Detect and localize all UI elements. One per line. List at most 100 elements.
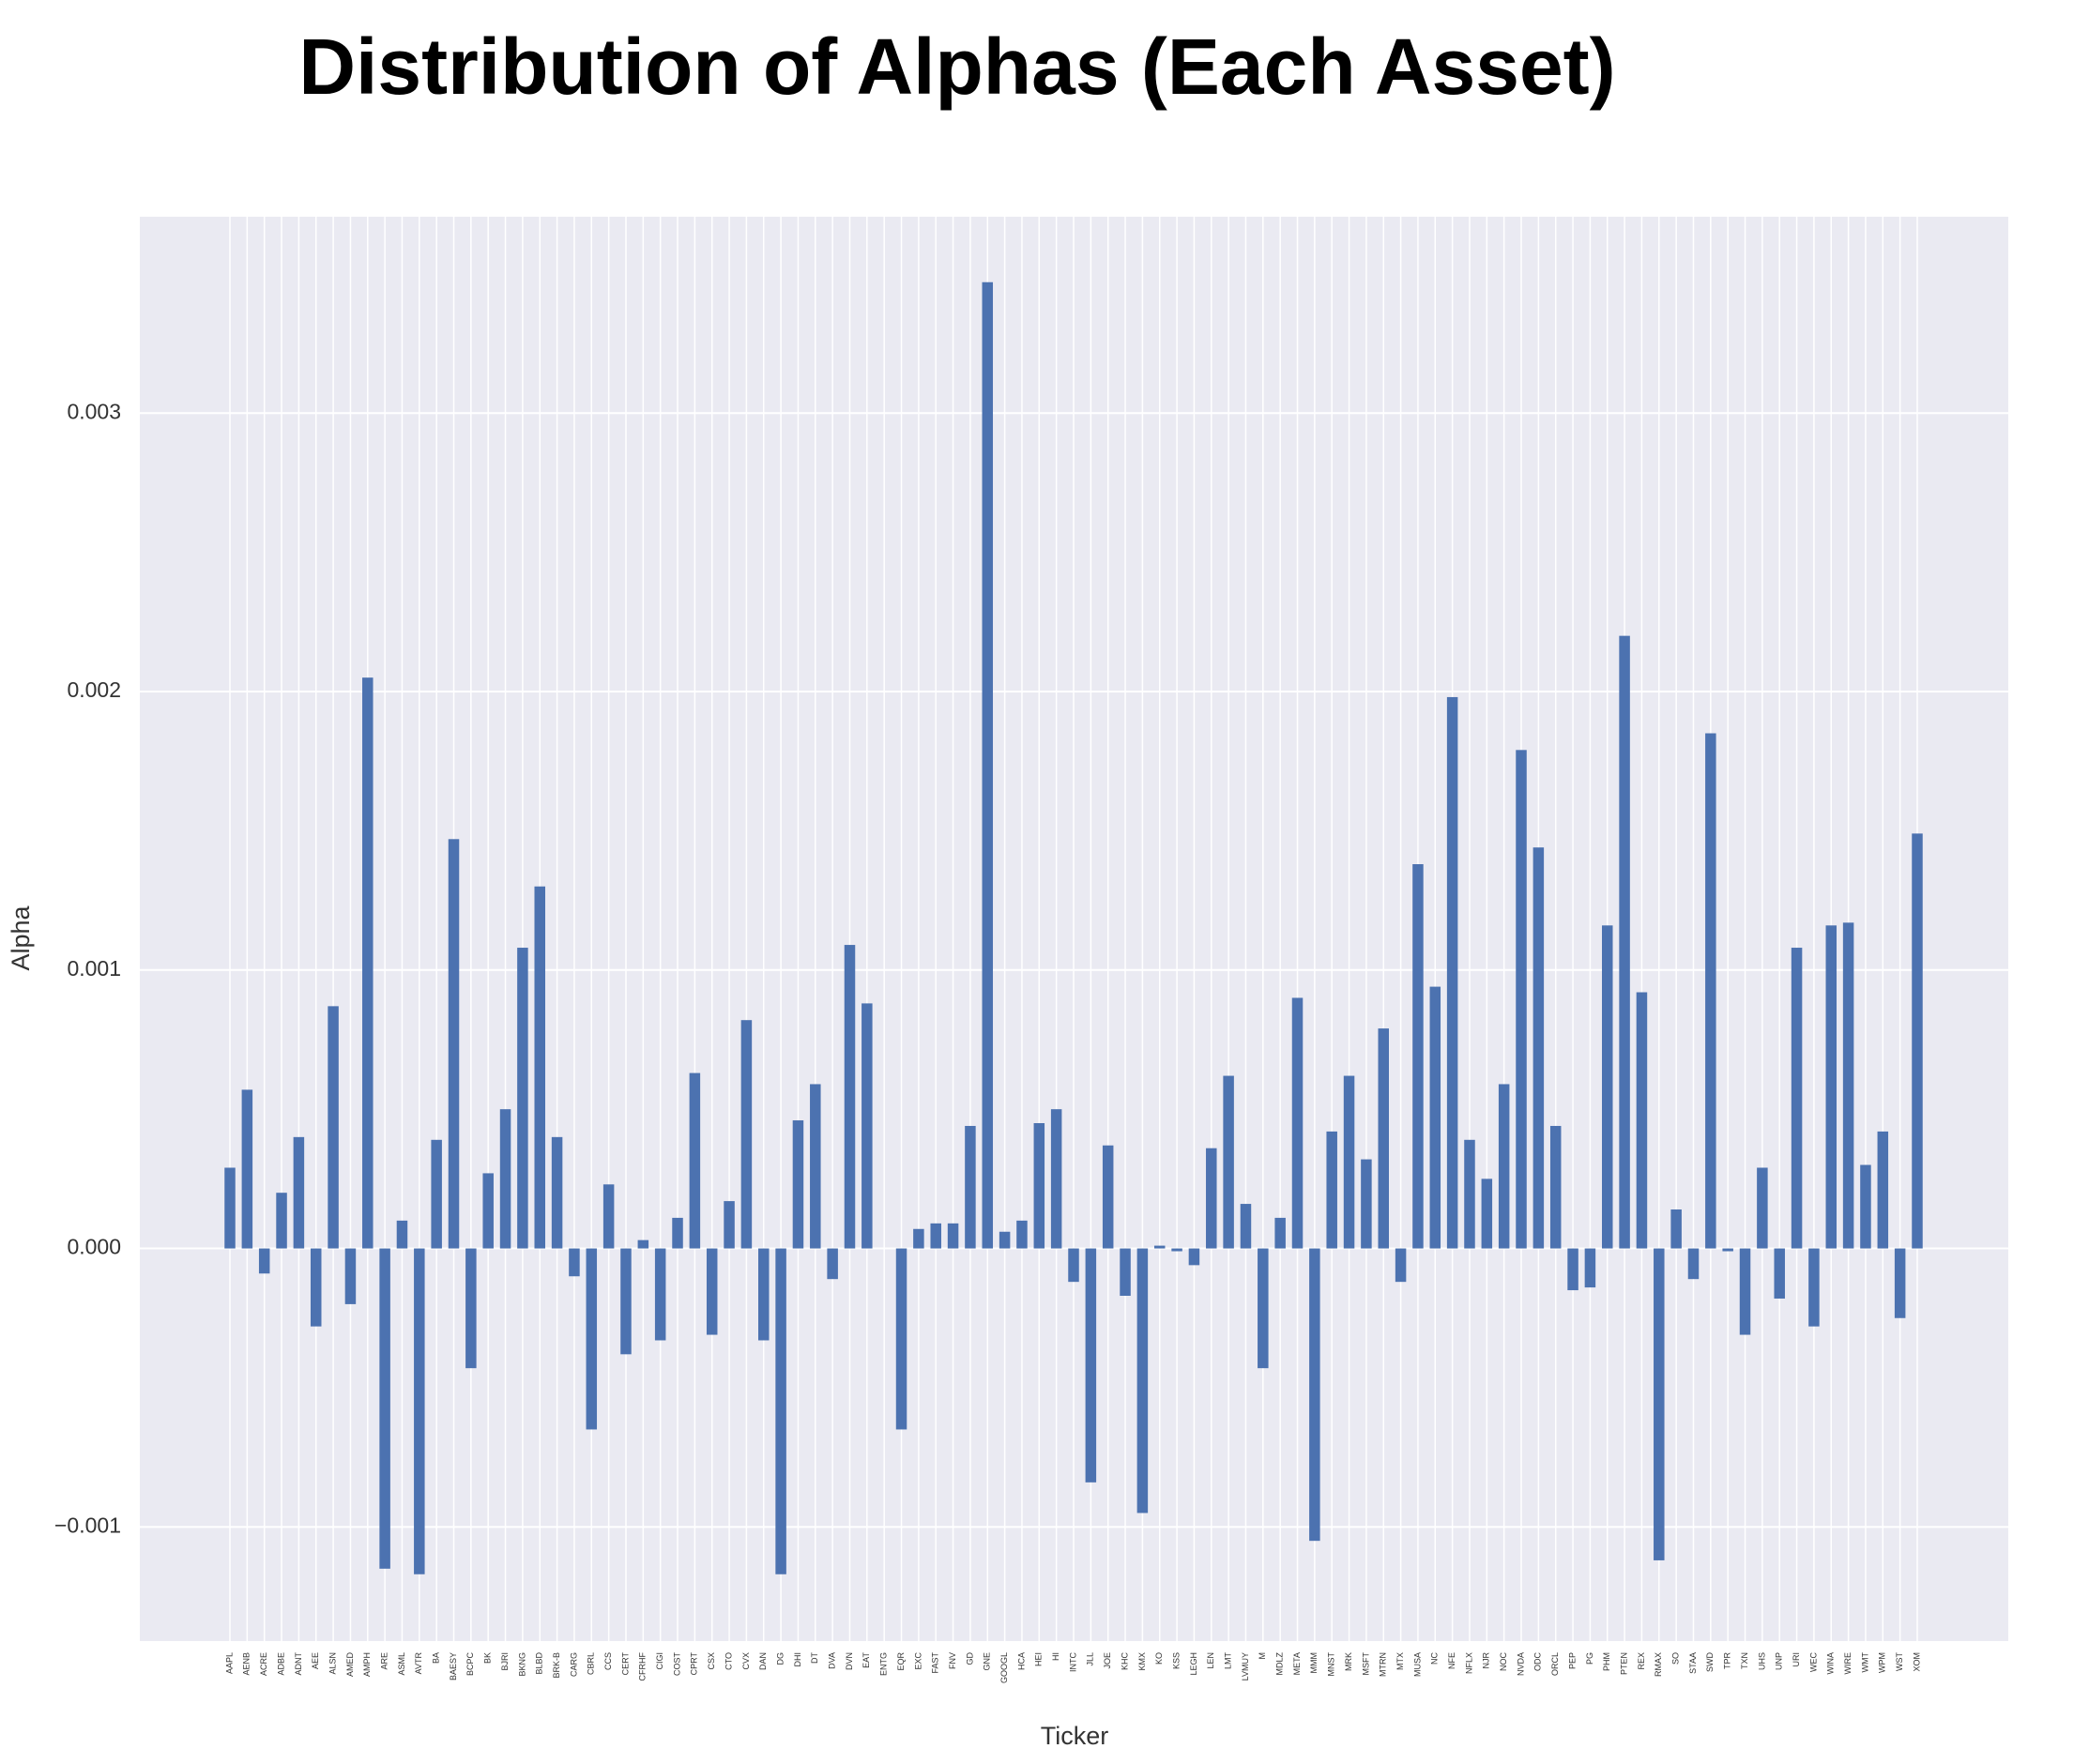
x-tick-label: HCA <box>1016 1652 1026 1670</box>
x-tick-label: WIRE <box>1843 1652 1853 1675</box>
bar <box>1102 1145 1114 1249</box>
x-tick-label: WPM <box>1878 1652 1887 1673</box>
bar <box>602 1184 615 1249</box>
x-tick-label: ODC <box>1533 1652 1543 1672</box>
x-tick-label: MNST <box>1327 1652 1336 1677</box>
bar <box>672 1217 683 1249</box>
bar <box>1825 925 1837 1249</box>
x-tick-label: NC <box>1430 1652 1440 1665</box>
bar <box>724 1201 735 1249</box>
x-tick-label: EAT <box>862 1652 871 1668</box>
bar <box>1395 1248 1407 1283</box>
y-tick-label: 0.002 <box>67 677 121 702</box>
x-tick-label: AMED <box>345 1652 355 1678</box>
x-tick-label: REX <box>1637 1652 1646 1670</box>
x-tick-label: DVN <box>845 1652 854 1670</box>
bar <box>1361 1159 1372 1249</box>
bar <box>310 1248 322 1327</box>
x-tick-label: CVX <box>741 1652 751 1670</box>
x-tick-label: LVMUY <box>1241 1652 1250 1680</box>
x-tick-label: HEI <box>1034 1652 1044 1666</box>
bar <box>569 1248 580 1277</box>
bar <box>1120 1248 1131 1296</box>
bar <box>551 1136 563 1249</box>
x-tick-label: PTEN <box>1619 1652 1628 1675</box>
bar <box>1705 733 1716 1249</box>
x-tick-label: ASML <box>397 1652 406 1676</box>
x-tick-label: MDLZ <box>1275 1651 1285 1675</box>
bar <box>1050 1109 1062 1249</box>
x-tick-label: WINA <box>1826 1652 1836 1675</box>
x-tick-label: INTC <box>1068 1652 1077 1672</box>
bar <box>1206 1148 1217 1249</box>
x-tick-label: JOE <box>1103 1652 1112 1669</box>
bar <box>706 1248 718 1335</box>
x-tick-label: ALSN <box>328 1652 337 1675</box>
x-tick-label: SO <box>1671 1652 1681 1665</box>
bar <box>913 1228 924 1249</box>
bar <box>241 1089 253 1249</box>
bar <box>586 1248 598 1430</box>
bar <box>499 1109 511 1249</box>
x-tick-label: MMM <box>1309 1652 1319 1674</box>
x-tick-label: COST <box>672 1652 681 1677</box>
x-tick-label: PG <box>1585 1652 1594 1665</box>
bar <box>947 1223 959 1249</box>
bar <box>1584 1248 1596 1288</box>
bar <box>1602 925 1613 1249</box>
bar <box>1016 1220 1028 1249</box>
x-tick-label: KHC <box>1120 1652 1129 1671</box>
x-tick-label: BCPC <box>465 1652 475 1677</box>
bar <box>396 1220 408 1249</box>
x-tick-label: BA <box>432 1652 441 1664</box>
bar <box>224 1167 236 1249</box>
bar <box>1687 1248 1700 1280</box>
x-tick-label: MSFT <box>1361 1652 1370 1676</box>
x-tick-label: DT <box>810 1652 819 1664</box>
bar <box>1326 1131 1337 1249</box>
x-tick-label: KMX <box>1137 1652 1147 1671</box>
x-tick-label: ORCL <box>1550 1652 1560 1676</box>
bar <box>1291 997 1304 1249</box>
x-tick-label: DAN <box>758 1652 768 1670</box>
bar <box>982 281 994 1249</box>
x-tick-label: GOOGL <box>999 1652 1009 1683</box>
x-tick-label: TPR <box>1723 1651 1732 1669</box>
bar <box>517 948 528 1249</box>
bar <box>844 945 856 1249</box>
x-tick-label: XOM <box>1912 1652 1921 1672</box>
chart-title: Distribution of Alphas (Each Asset) <box>298 23 1615 111</box>
x-tick-label: LMT <box>1223 1651 1232 1669</box>
bar <box>1153 1245 1166 1249</box>
x-tick-label: BJRI <box>500 1652 510 1671</box>
bar <box>1532 847 1545 1249</box>
bar <box>965 1125 976 1249</box>
y-axis-label: Alpha <box>7 905 35 970</box>
x-tick-label: DG <box>775 1652 785 1665</box>
x-tick-label: AMPH <box>362 1652 372 1677</box>
x-tick-label: HI <box>1051 1652 1060 1661</box>
x-tick-label: LEN <box>1206 1652 1215 1669</box>
bar <box>1033 1123 1045 1249</box>
bar <box>810 1084 821 1249</box>
x-tick-label: EQR <box>896 1652 906 1671</box>
x-tick-label: CARG <box>569 1652 578 1677</box>
x-tick-label: NVDA <box>1516 1652 1525 1676</box>
bar <box>1912 833 1923 1249</box>
x-tick-label: BRK-B <box>552 1652 561 1679</box>
x-tick-label: WST <box>1895 1652 1904 1671</box>
bar <box>1240 1204 1252 1249</box>
bar <box>448 839 460 1249</box>
x-tick-label: CFRHF <box>638 1652 648 1681</box>
x-tick-label: NFLX <box>1464 1652 1473 1674</box>
bar <box>328 1006 339 1249</box>
bar <box>654 1248 666 1341</box>
x-tick-label: PHM <box>1602 1652 1611 1671</box>
x-tick-label: UNP <box>1775 1652 1784 1670</box>
x-tick-label: CBRL <box>587 1652 596 1675</box>
x-tick-label: NJR <box>1482 1652 1491 1669</box>
bar <box>1498 1084 1510 1249</box>
bar <box>999 1231 1011 1249</box>
x-tick-label: AVTR <box>414 1652 423 1675</box>
